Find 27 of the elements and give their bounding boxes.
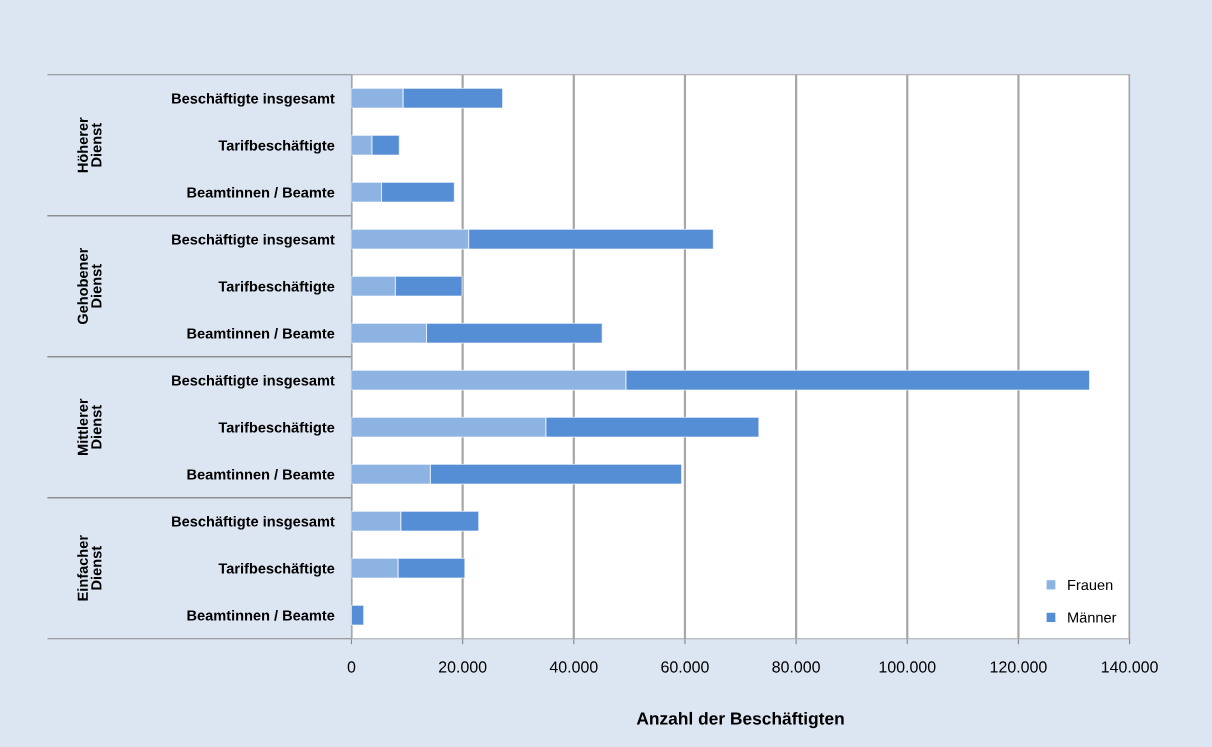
y-tick-label: Beschäftigte insgesamt	[172, 233, 335, 248]
y-tick-label: Beschäftigte insgesamt	[172, 515, 335, 530]
y-tick-label: Tarifbeschäftigte	[218, 280, 335, 295]
y-tick-label: Beamtinnen / Beamte	[187, 327, 335, 339]
x-tick-label: 80.000	[772, 661, 820, 673]
legend-label: Frauen	[1068, 579, 1113, 591]
text: Gehobener Dienst	[77, 247, 102, 325]
text: Höherer Dienst	[77, 117, 102, 173]
y-tick-label: Beamtinnen / Beamte	[187, 609, 335, 621]
x-tick-label: 120.000	[990, 661, 1047, 673]
y-tick-label: Beamtinnen / Beamte	[187, 186, 335, 198]
y-tick-label: Tarifbeschäftigte	[218, 421, 335, 436]
x-tick-label: 60.000	[661, 661, 709, 673]
y-tick-label: Beschäftigte insgesamt	[172, 374, 335, 389]
legend-label: Männer	[1068, 612, 1117, 623]
text: Einfacher Dienst	[77, 535, 102, 601]
y-tick-label: Beschäftigte insgesamt	[172, 92, 335, 107]
text: Mittlerer Dienst	[77, 398, 102, 455]
x-tick-label: 40.000	[549, 661, 598, 673]
x-tick-label: 140.000	[1101, 661, 1158, 673]
x-tick-label: 20.000	[439, 661, 487, 673]
x-tick-label: 100.000	[879, 661, 936, 673]
y-tick-label: Tarifbeschäftigte	[218, 562, 335, 577]
y-tick-label: Tarifbeschäftigte	[218, 139, 335, 154]
x-axis-title: Anzahl der Beschäftigten	[636, 711, 844, 729]
y-tick-label: Beamtinnen / Beamte	[187, 468, 335, 480]
x-tick-label: 0	[347, 661, 356, 673]
